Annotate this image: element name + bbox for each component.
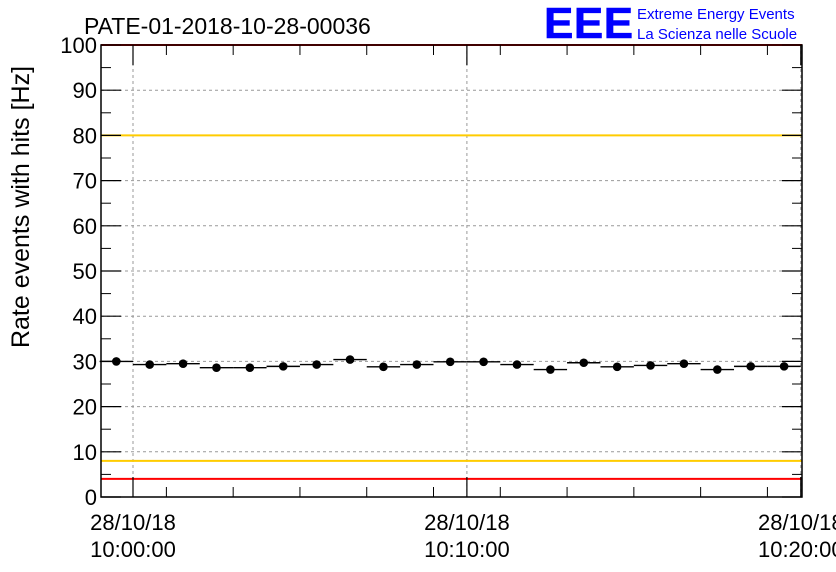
chart-title: PATE-01-2018-10-28-00036	[84, 13, 371, 39]
y-tick-label: 60	[73, 214, 97, 239]
data-series	[99, 355, 801, 374]
data-point	[612, 362, 622, 372]
x-tick-label-date: 28/10/18	[758, 510, 836, 535]
data-point	[579, 358, 589, 368]
x-tick-label-date: 28/10/18	[424, 510, 510, 535]
logo-line-1: Extreme Energy Events	[637, 6, 795, 23]
y-tick-labels: 0 10 20 30 40 50 60 70 80 90 100	[60, 33, 97, 510]
y-tick-label: 70	[73, 169, 97, 194]
data-point	[212, 363, 221, 373]
x-tick-labels: 28/10/1810:00:0028/10/1810:10:0028/10/18…	[90, 510, 836, 562]
data-point	[512, 360, 522, 369]
y-tick-label: 0	[85, 485, 97, 510]
x-tick-label-date: 28/10/18	[90, 510, 176, 535]
data-point	[278, 362, 288, 371]
data-point	[245, 363, 255, 373]
y-tick-label: 90	[73, 78, 97, 103]
data-point	[479, 357, 488, 367]
y-tick-label: 10	[73, 440, 97, 465]
data-point	[713, 365, 722, 374]
grid	[101, 45, 802, 497]
data-point	[546, 365, 555, 374]
data-point	[345, 355, 355, 364]
data-point	[445, 357, 455, 367]
logo-mark: EEE	[544, 0, 634, 48]
y-tick-label: 20	[73, 395, 97, 420]
data-point	[312, 360, 321, 369]
x-tick-label-time: 10:10:00	[424, 537, 510, 562]
data-point	[178, 359, 188, 368]
y-axis-label: Rate events with hits [Hz]	[7, 66, 35, 348]
data-point	[112, 357, 121, 366]
data-point	[746, 362, 756, 371]
eee-logo: EEE Extreme Energy Events La Scienza nel…	[544, 0, 797, 48]
x-tick-label-time: 10:20:00	[758, 537, 836, 562]
data-point	[412, 360, 422, 369]
x-tick-label-time: 10:00:00	[90, 537, 176, 562]
data-point	[679, 359, 689, 368]
reference-lines	[101, 44, 802, 480]
data-point	[779, 362, 789, 371]
data-point	[145, 360, 154, 369]
axis-ticks	[101, 44, 802, 498]
y-tick-label: 100	[60, 33, 97, 58]
data-point	[646, 361, 655, 370]
data-point	[379, 362, 388, 372]
y-tick-label: 50	[73, 259, 97, 284]
y-tick-label: 80	[73, 123, 97, 148]
y-tick-label: 40	[73, 304, 97, 329]
logo-line-2: La Scienza nelle Scuole	[637, 26, 797, 43]
y-tick-label: 30	[73, 349, 97, 374]
